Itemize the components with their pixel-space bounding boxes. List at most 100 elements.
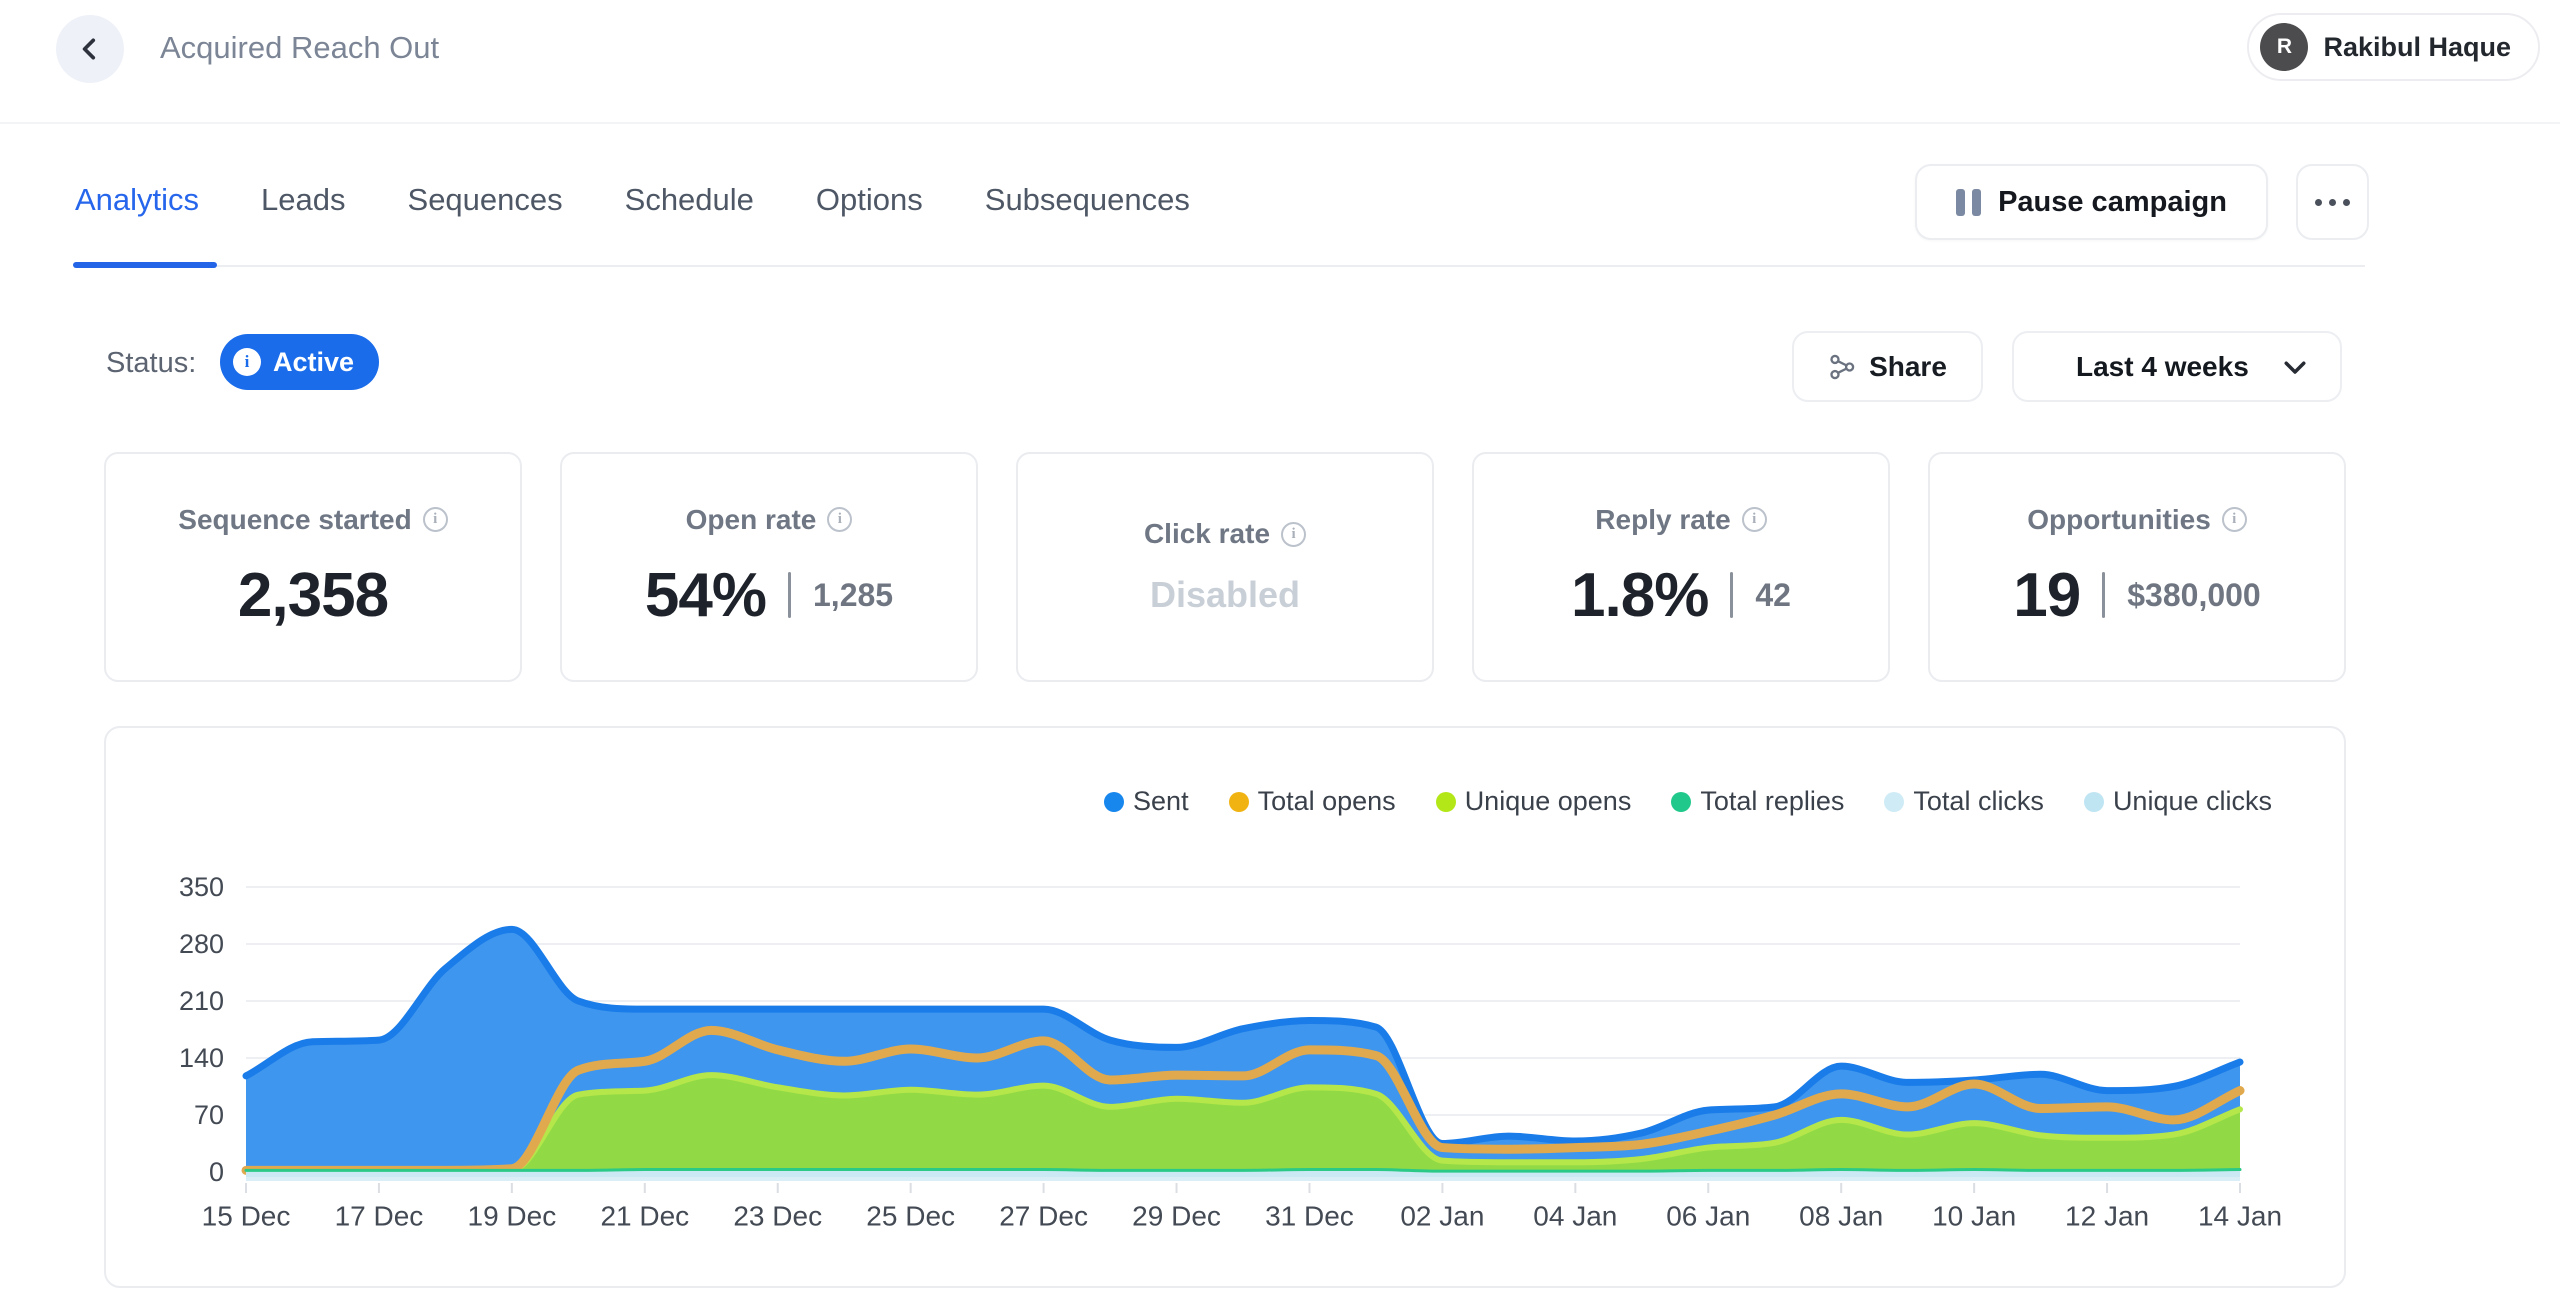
chart-legend: Sent Total opens Unique opens Total replies… — [1104, 786, 2272, 817]
status-badge[interactable]: i Active — [220, 334, 380, 390]
tab-options[interactable]: Options — [815, 182, 923, 217]
svg-text:210: 210 — [179, 986, 224, 1016]
svg-text:27 Dec: 27 Dec — [999, 1201, 1088, 1232]
info-icon[interactable]: i — [2221, 507, 2247, 532]
svg-text:0: 0 — [209, 1157, 224, 1187]
svg-text:70: 70 — [194, 1100, 224, 1130]
stat-card-click-rate: Click rate i Disabled — [1016, 452, 1434, 682]
pause-campaign-button[interactable]: Pause campaign — [1915, 164, 2268, 240]
tab-sequences[interactable]: Sequences — [407, 182, 563, 217]
area-chart[interactable]: 0 70 140 210 280 350 15 Dec 17 Dec 19 Dec 21 Dec 2… — [106, 728, 2344, 1286]
stat-label: Open rate — [685, 503, 817, 535]
legend-dot — [1435, 791, 1456, 812]
status-label: Status: — [106, 347, 197, 379]
svg-text:140: 140 — [179, 1043, 224, 1073]
legend-label: Sent — [1133, 786, 1189, 816]
legend-dot — [1671, 791, 1692, 812]
svg-text:08 Jan: 08 Jan — [1799, 1201, 1883, 1232]
share-button[interactable]: Share — [1792, 331, 1983, 402]
value-divider — [788, 572, 791, 618]
value-divider — [1730, 572, 1734, 618]
svg-text:25 Dec: 25 Dec — [866, 1201, 955, 1232]
legend-item-sent[interactable]: Sent — [1104, 786, 1189, 817]
share-label: Share — [1869, 350, 1947, 382]
stat-card-open-rate: Open rate i 54% 1,285 — [560, 452, 978, 682]
svg-text:12 Jan: 12 Jan — [2065, 1201, 2149, 1232]
stat-value: 19 — [2013, 560, 2081, 630]
svg-text:21 Dec: 21 Dec — [600, 1201, 689, 1232]
legend-label: Total clicks — [1913, 786, 2044, 816]
svg-text:280: 280 — [179, 929, 224, 959]
stat-label: Sequence started — [178, 503, 412, 535]
legend-item-total-opens[interactable]: Total opens — [1228, 786, 1396, 817]
stat-value: 1.8% — [1571, 560, 1709, 630]
info-icon[interactable]: i — [422, 507, 448, 532]
stat-value: 54% — [644, 560, 767, 630]
svg-text:14 Jan: 14 Jan — [2198, 1201, 2282, 1232]
legend-label: Unique clicks — [2112, 786, 2272, 816]
legend-item-total-replies[interactable]: Total replies — [1671, 786, 1844, 817]
svg-text:29 Dec: 29 Dec — [1132, 1201, 1221, 1232]
tab-bar: Analytics Leads Sequences Schedule Optio… — [75, 182, 1190, 218]
stat-label: Reply rate — [1595, 503, 1731, 535]
chevron-down-icon — [2284, 361, 2306, 374]
svg-text:31 Dec: 31 Dec — [1265, 1201, 1354, 1232]
stat-card-opportunities: Opportunities i 19 $380,000 — [1928, 452, 2346, 682]
date-range-select[interactable]: Last 4 weeks — [2012, 331, 2342, 402]
legend-label: Total opens — [1257, 786, 1396, 816]
svg-text:04 Jan: 04 Jan — [1533, 1201, 1617, 1232]
legend-dot — [1228, 791, 1249, 812]
value-divider — [2102, 572, 2106, 618]
stats-row: Sequence started i 2,358 Open rate i 54%… — [104, 452, 2346, 682]
tab-analytics[interactable]: Analytics — [75, 182, 200, 217]
info-icon[interactable]: i — [1281, 521, 1307, 547]
legend-label: Unique opens — [1464, 786, 1632, 816]
tab-subsequences[interactable]: Subsequences — [984, 182, 1190, 217]
back-button[interactable] — [56, 15, 124, 83]
ellipsis-icon — [2315, 198, 2322, 206]
info-icon: i — [233, 348, 261, 376]
legend-label: Total replies — [1700, 786, 1845, 816]
svg-text:19 Dec: 19 Dec — [468, 1201, 557, 1232]
stat-secondary-value: 1,285 — [813, 576, 894, 613]
share-icon — [1830, 354, 1855, 379]
svg-text:06 Jan: 06 Jan — [1666, 1201, 1750, 1232]
stat-card-sequence-started: Sequence started i 2,358 — [104, 452, 522, 682]
legend-item-total-clicks[interactable]: Total clicks — [1884, 786, 2044, 817]
user-name: Rakibul Haque — [2323, 31, 2511, 62]
stat-secondary-value: $380,000 — [2127, 576, 2261, 613]
svg-text:17 Dec: 17 Dec — [335, 1201, 424, 1232]
analytics-chart-card: 0 70 140 210 280 350 15 Dec 17 Dec 19 Dec 21 Dec 2… — [104, 726, 2346, 1288]
tab-schedule[interactable]: Schedule — [624, 182, 754, 217]
svg-text:10 Jan: 10 Jan — [1932, 1201, 2016, 1232]
legend-item-unique-opens[interactable]: Unique opens — [1435, 786, 1632, 817]
stat-card-reply-rate: Reply rate i 1.8% 42 — [1472, 452, 1890, 682]
active-tab-underline — [73, 262, 217, 268]
status-badge-text: Active — [273, 346, 355, 377]
legend-item-unique-clicks[interactable]: Unique clicks — [2083, 786, 2272, 817]
date-range-value: Last 4 weeks — [2076, 350, 2249, 382]
info-icon[interactable]: i — [827, 507, 853, 532]
top-header: Acquired Reach Out R Rakibul Haque — [0, 0, 2560, 124]
user-menu[interactable]: R Rakibul Haque — [2247, 13, 2540, 81]
legend-dot — [2083, 791, 2104, 812]
tab-leads[interactable]: Leads — [261, 182, 346, 217]
stat-label: Opportunities — [2027, 503, 2211, 535]
pause-campaign-label: Pause campaign — [1998, 185, 2227, 218]
svg-text:350: 350 — [179, 872, 224, 902]
more-options-button[interactable] — [2296, 164, 2369, 240]
legend-dot — [1884, 791, 1905, 812]
avatar: R — [2260, 23, 2309, 71]
page-title: Acquired Reach Out — [160, 30, 440, 65]
stat-secondary-value: 42 — [1755, 576, 1791, 613]
legend-dot — [1104, 791, 1125, 812]
stat-value-disabled: Disabled — [1149, 574, 1301, 615]
chevron-left-icon — [82, 38, 96, 60]
stat-label: Click rate — [1143, 518, 1271, 549]
tabs-divider — [75, 265, 2365, 267]
svg-text:02 Jan: 02 Jan — [1400, 1201, 1484, 1232]
pause-icon — [1956, 188, 1982, 216]
svg-text:23 Dec: 23 Dec — [733, 1201, 822, 1232]
info-icon[interactable]: i — [1741, 507, 1767, 532]
stat-value: 2,358 — [237, 560, 389, 630]
